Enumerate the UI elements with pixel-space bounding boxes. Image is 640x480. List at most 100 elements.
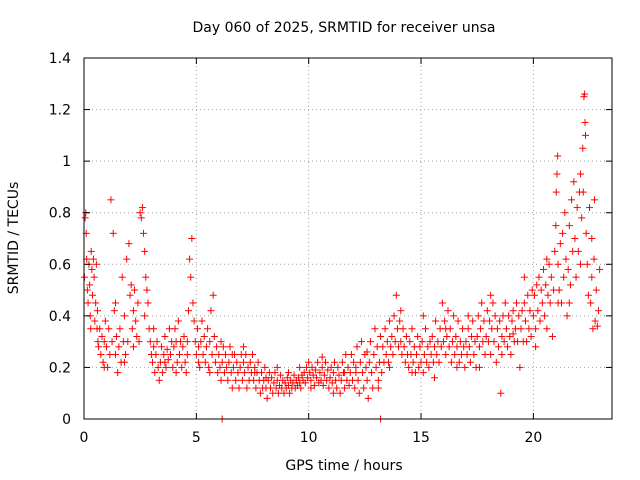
data-point — [81, 214, 89, 222]
data-point — [528, 286, 536, 294]
data-point — [131, 286, 139, 294]
data-point — [105, 325, 113, 333]
data-point — [556, 240, 564, 248]
data-point — [202, 343, 210, 351]
data-point — [431, 374, 439, 382]
data-point — [439, 338, 447, 346]
data-point — [396, 317, 404, 325]
data-point — [244, 363, 252, 371]
data-point — [320, 371, 328, 379]
data-point — [545, 260, 553, 268]
data-point — [228, 384, 236, 392]
data-point — [565, 222, 573, 230]
data-point — [491, 312, 499, 320]
data-point — [331, 358, 339, 366]
data-point — [273, 363, 281, 371]
data-point — [204, 325, 212, 333]
data-point — [489, 299, 497, 307]
data-point — [559, 229, 567, 237]
data-point — [296, 363, 304, 371]
data-point — [242, 351, 250, 359]
data-point — [548, 332, 556, 340]
data-point — [590, 196, 598, 204]
y-tick-label: 0.6 — [49, 257, 71, 273]
data-point — [316, 369, 324, 377]
data-point — [364, 394, 372, 402]
data-point — [197, 338, 205, 346]
data-point — [338, 358, 346, 366]
data-point — [581, 90, 589, 98]
data-point — [206, 369, 214, 377]
data-point — [441, 317, 449, 325]
data-point — [509, 307, 517, 315]
data-point — [122, 351, 130, 359]
data-point — [351, 384, 359, 392]
data-point — [214, 369, 222, 377]
data-point — [115, 343, 123, 351]
data-point — [409, 358, 417, 366]
data-point — [438, 299, 446, 307]
data-point — [318, 353, 326, 361]
data-point — [399, 325, 407, 333]
data-point — [133, 332, 141, 340]
data-point — [137, 214, 145, 222]
data-point — [408, 325, 416, 333]
data-point — [442, 325, 450, 333]
data-point — [507, 351, 515, 359]
data-point — [350, 358, 358, 366]
data-point — [97, 351, 105, 359]
data-point — [539, 265, 547, 273]
data-point — [471, 338, 479, 346]
data-point — [262, 374, 270, 382]
data-point — [424, 343, 432, 351]
data-point — [90, 273, 98, 281]
data-point — [388, 332, 396, 340]
data-point — [142, 273, 150, 281]
data-point — [501, 299, 509, 307]
data-point — [560, 273, 568, 281]
data-point — [118, 273, 126, 281]
data-point — [370, 351, 378, 359]
data-point — [401, 358, 409, 366]
data-point — [387, 343, 395, 351]
data-point — [390, 312, 398, 320]
data-point — [232, 376, 240, 384]
data-point — [595, 307, 603, 315]
data-point — [140, 229, 148, 237]
data-point — [188, 235, 196, 242]
data-point — [422, 325, 430, 333]
data-point — [474, 312, 482, 320]
data-point — [301, 379, 309, 387]
data-point — [546, 299, 554, 307]
data-point — [213, 343, 221, 351]
data-point — [195, 343, 203, 351]
data-point — [170, 343, 178, 351]
data-point — [475, 363, 483, 371]
data-point — [243, 384, 251, 392]
data-point — [524, 291, 532, 299]
data-point — [377, 332, 385, 340]
data-point — [355, 389, 363, 397]
data-point — [508, 317, 516, 325]
data-point — [109, 229, 117, 237]
data-point — [538, 299, 546, 307]
data-point — [178, 363, 186, 371]
data-point — [405, 363, 413, 371]
data-point — [183, 351, 191, 359]
data-point — [542, 281, 550, 289]
y-tick-label: 0.2 — [49, 360, 71, 376]
data-point — [419, 369, 427, 377]
data-point — [102, 343, 110, 351]
data-point — [577, 170, 585, 178]
data-point — [341, 384, 349, 392]
data-point — [228, 351, 236, 359]
data-point — [571, 235, 579, 242]
data-point — [151, 369, 159, 377]
data-point — [372, 363, 380, 371]
data-point — [229, 363, 237, 371]
data-point — [466, 358, 474, 366]
data-point — [183, 338, 191, 346]
data-point — [423, 358, 431, 366]
data-point — [319, 381, 327, 389]
data-point — [589, 325, 597, 333]
